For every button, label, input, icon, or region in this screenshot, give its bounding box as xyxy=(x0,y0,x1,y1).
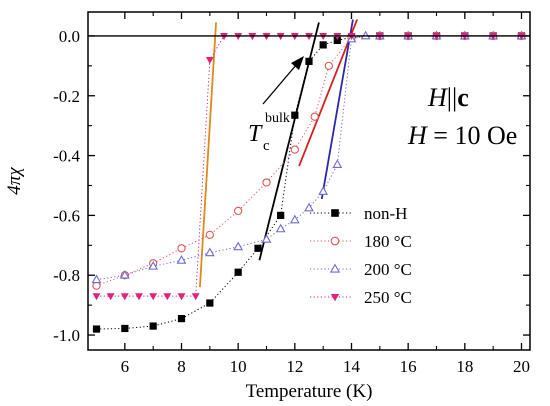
legend-swatch-marker xyxy=(330,293,340,302)
series-line xyxy=(96,35,522,281)
data-point xyxy=(277,211,285,219)
plot-frame xyxy=(87,11,531,351)
data-point xyxy=(92,325,101,333)
legend-item: non-H xyxy=(310,204,407,223)
y-tick-label: -1.0 xyxy=(53,326,80,345)
data-point xyxy=(176,255,187,264)
tc-subscript: c xyxy=(263,138,270,154)
fit-line xyxy=(298,19,359,167)
x-tick-label: 8 xyxy=(177,357,186,376)
data-point xyxy=(318,186,329,195)
legend-item: 180 °C xyxy=(310,232,412,251)
condition-h: H xyxy=(427,83,448,112)
data-point xyxy=(205,230,214,239)
data-point xyxy=(291,111,299,119)
data-point xyxy=(106,293,115,301)
legend-label: non-H xyxy=(364,204,407,223)
x-tick-label: 10 xyxy=(230,357,247,376)
legend-label: 250 °C xyxy=(364,288,412,307)
x-tick-label: 14 xyxy=(343,357,361,376)
x-tick-label: 16 xyxy=(400,357,417,376)
data-point xyxy=(163,293,172,301)
series-group xyxy=(91,30,527,284)
y-tick-label: -0.6 xyxy=(53,206,80,225)
data-point xyxy=(304,202,314,212)
data-point xyxy=(233,241,244,251)
data-point xyxy=(254,244,262,252)
legend-swatch-marker xyxy=(329,263,341,273)
axes: 6 8 10 12 14 16 18 20 0.0 -0.2 -0.4 -0.6 -0.8 -1.0 Tem… xyxy=(4,12,530,402)
series-group xyxy=(92,32,526,333)
fit-line xyxy=(199,22,217,288)
tc-arrow-shaft xyxy=(262,63,298,105)
data-point xyxy=(261,234,272,243)
data-point xyxy=(149,293,158,301)
tc-symbol: T xyxy=(248,121,263,147)
field-value: = 10 Oe xyxy=(427,121,517,150)
legend-swatch-marker xyxy=(331,209,339,217)
data-series xyxy=(91,30,527,333)
fit-lines xyxy=(199,19,359,288)
data-point xyxy=(148,260,159,270)
legend: non-H 180 °C 200 °C 250 °C xyxy=(310,204,412,307)
y-tick-label: -0.2 xyxy=(53,87,80,106)
condition-parallel: || xyxy=(447,83,457,112)
tc-superscript: bulk xyxy=(265,111,290,126)
data-point xyxy=(324,61,333,70)
fit-line xyxy=(320,19,354,200)
series-line xyxy=(96,35,522,287)
series-line xyxy=(96,35,522,330)
data-point xyxy=(119,269,130,279)
data-point xyxy=(234,268,242,276)
data-point xyxy=(120,293,129,301)
y-axis-title: 4πχ xyxy=(4,167,25,195)
legend-item: 200 °C xyxy=(310,260,412,279)
y-tick-label: -0.4 xyxy=(53,147,80,166)
data-point xyxy=(275,223,286,233)
series-group xyxy=(92,33,526,301)
data-point xyxy=(289,214,300,224)
data-point xyxy=(91,274,102,284)
data-point xyxy=(191,293,200,301)
data-point xyxy=(234,206,243,216)
condition-c: c xyxy=(457,83,469,112)
data-point xyxy=(177,314,186,323)
y-tick-label: -0.8 xyxy=(53,266,80,285)
series-group xyxy=(92,31,526,290)
x-axis-title: Temperature (K) xyxy=(246,381,373,402)
data-point xyxy=(92,281,101,290)
data-point xyxy=(177,293,186,301)
data-point xyxy=(205,56,214,64)
y-tick-label: 0.0 xyxy=(59,27,80,46)
data-point xyxy=(262,178,271,187)
tc-arrow-head xyxy=(291,56,304,70)
annotations: H||c H = 10 Oe T c bulk xyxy=(248,56,517,154)
legend-label: 200 °C xyxy=(364,260,412,279)
data-point xyxy=(333,36,341,45)
x-tick-label: 20 xyxy=(513,357,530,376)
data-point xyxy=(92,293,101,301)
data-point xyxy=(135,293,143,301)
data-point xyxy=(149,322,157,330)
x-tick-label: 18 xyxy=(456,357,473,376)
legend-label: 180 °C xyxy=(364,232,412,251)
data-point xyxy=(177,244,186,253)
series-line xyxy=(96,35,522,297)
x-tick-label: 12 xyxy=(286,357,303,376)
condition-label: H||c xyxy=(427,83,469,112)
data-point xyxy=(310,112,319,121)
field-label: H = 10 Oe xyxy=(407,121,517,150)
data-point xyxy=(290,145,299,154)
x-tick-label: 6 xyxy=(121,357,130,376)
field-h: H xyxy=(407,121,428,150)
data-point xyxy=(121,324,129,333)
legend-swatch-marker xyxy=(330,236,340,246)
legend-item: 250 °C xyxy=(310,288,412,307)
data-point xyxy=(206,299,214,307)
data-point xyxy=(305,57,313,65)
data-point xyxy=(204,247,215,257)
data-point xyxy=(319,41,327,49)
data-point xyxy=(332,159,343,168)
